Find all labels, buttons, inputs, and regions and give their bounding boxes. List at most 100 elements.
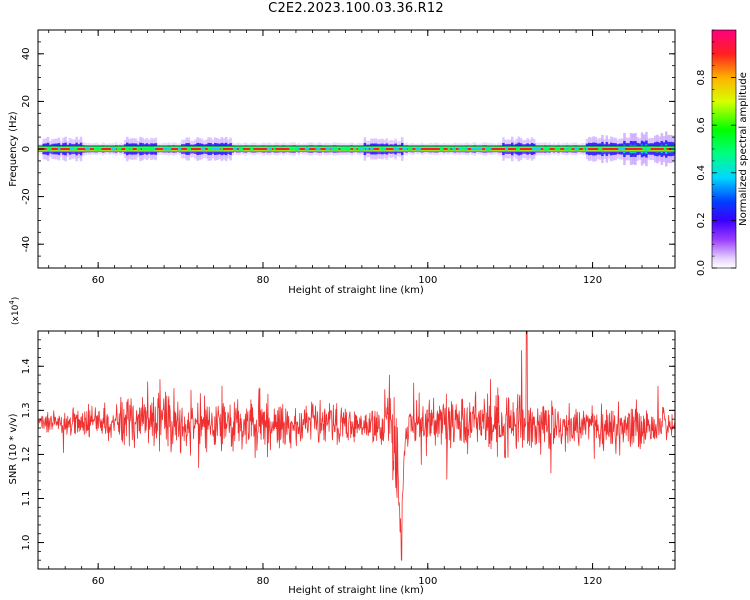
snr-x-tick-label: 120 (583, 576, 602, 587)
snr-panel: 60 80 100 120 1.0 1.1 1.2 1.3 1.4 Height of str… (8, 297, 676, 596)
snr-y-tick-label: 1.4 (21, 358, 32, 374)
heatmap-core-speck (73, 147, 78, 151)
heatmap-core-speck (447, 147, 451, 151)
heatmap-core-speck (57, 147, 61, 151)
heatmap-core-speck (647, 147, 651, 151)
heatmap-core-red (38, 148, 675, 150)
heatmap-core-speck (289, 147, 295, 151)
heatmap-core-speck (46, 147, 52, 151)
spectrogram-y-tick-label: -20 (21, 188, 32, 204)
heatmap-core-speck (220, 147, 223, 151)
heatmap-core-speck (458, 147, 463, 151)
heatmap-core-speck (564, 147, 567, 151)
heatmap-core-speck (461, 147, 467, 151)
heatmap-core-speck (618, 147, 622, 151)
heatmap-core-speck (475, 147, 480, 151)
heatmap-core-speck (207, 147, 212, 151)
heatmap-core-speck (381, 147, 386, 151)
colorbar-ticks: 0.0 0.2 0.4 0.6 0.8 (696, 29, 736, 276)
snr-x-tick-label: 100 (418, 576, 437, 587)
heatmap-core-speck (266, 147, 272, 151)
spectrogram-y-tick-label: 40 (21, 47, 32, 60)
spectrogram-y-label: Frequency (Hz) (8, 111, 19, 187)
snr-series-line (38, 331, 675, 561)
heatmap-core-speck (370, 147, 374, 151)
heatmap-core-speck (200, 147, 206, 151)
heatmap-core-speck (621, 147, 625, 151)
heatmap-core-speck (642, 147, 646, 151)
colorbar-tick-label: 0.4 (696, 165, 707, 181)
heatmap-core-speck (598, 147, 603, 151)
heatmap-core-speck (505, 147, 508, 151)
heatmap-core-speck (250, 147, 254, 151)
heatmap-core-speck (125, 147, 130, 151)
heatmap-core-speck (484, 147, 488, 151)
snr-frame (37, 330, 676, 570)
heatmap-core-speck (145, 147, 150, 151)
heatmap-core-speck (111, 147, 117, 151)
heatmap-core-speck (464, 147, 468, 151)
heatmap-core-speck (663, 147, 667, 151)
snr-x-label: Height of straight line (km) (288, 585, 424, 596)
heatmap-core-speck (379, 147, 383, 151)
heatmap-core-speck (178, 147, 182, 151)
heatmap-core-speck (141, 147, 146, 151)
heatmap-core-speck (211, 147, 216, 151)
heatmap-core-speck (353, 147, 357, 151)
heatmap-core-speck (452, 147, 455, 151)
heatmap-core-speck (556, 147, 561, 151)
heatmap-core-speck (471, 147, 477, 151)
heatmap-core-speck (93, 147, 98, 151)
colorbar-tick-label: 0.8 (696, 70, 707, 86)
heatmap-core-speck (574, 147, 579, 151)
heatmap-core-speck (407, 147, 412, 151)
heatmap-core-speck (116, 147, 122, 151)
heatmap-core-speck (315, 147, 321, 151)
snr-x-tick-label: 80 (257, 576, 270, 587)
snr-plot-area (38, 331, 675, 569)
heatmap-core-speck (531, 147, 537, 151)
heatmap-core-speck (150, 147, 155, 151)
heatmap-core-speck (331, 147, 336, 151)
heatmap-core-speck (536, 147, 541, 151)
heatmap-core-speck (186, 147, 191, 151)
spectrogram-panel: 60 80 100 120 -40 -20 0 20 40 Height of straigh… (8, 29, 676, 296)
heatmap-core-speck (163, 147, 166, 151)
snr-y-tick-label: 1.3 (21, 402, 32, 418)
heatmap-core-speck (393, 147, 398, 151)
heatmap-core-speck (167, 147, 171, 151)
spectrogram-x-tick-label: 100 (418, 275, 437, 286)
spectrogram-y-axis: -40 -20 0 20 40 (21, 29, 675, 269)
figure-title: C2E2.2023.100.03.36.R12 (268, 1, 444, 16)
colorbar: 0.0 0.2 0.4 0.6 0.8 Normalized spectral ampl… (696, 29, 749, 276)
colorbar-gradient (712, 30, 736, 268)
heatmap-core-speck (69, 147, 75, 151)
snr-y-unit-label: (x104) (8, 297, 21, 325)
heatmap-core-speck (485, 147, 490, 151)
heatmap-core-speck (273, 147, 276, 151)
colorbar-tick-label: 0.2 (696, 212, 707, 228)
snr-y-tick-label: 1.1 (21, 491, 32, 507)
snr-x-axis: 60 80 100 120 (48, 331, 676, 587)
heatmap-core-speck (544, 147, 549, 151)
heatmap-core-speck (325, 147, 331, 151)
heatmap-core-speck (97, 147, 102, 151)
spectrogram-heatmap (38, 131, 675, 167)
colorbar-label: Normalized spectral amplitude (738, 72, 749, 226)
heatmap-core-speck (365, 147, 369, 151)
heatmap-core-speck (136, 147, 141, 151)
heatmap-core-speck (479, 147, 483, 151)
heatmap-core-speck (345, 147, 351, 151)
heatmap-core-speck (215, 147, 221, 151)
heatmap-core-speck (232, 147, 237, 151)
heatmap-core-speck (304, 147, 309, 151)
spectrogram-x-tick-label: 120 (583, 275, 602, 286)
heatmap-core-speck (333, 147, 339, 151)
heatmap-core-speck (359, 147, 365, 151)
colorbar-tick-label: 0.6 (696, 117, 707, 133)
spectrogram-x-axis: 60 80 100 120 (48, 30, 676, 286)
heatmap-core-speck (85, 147, 91, 151)
spectrogram-y-tick-label: -40 (21, 236, 32, 252)
spectrogram-x-tick-label: 60 (92, 275, 105, 286)
spectrogram-x-label: Height of straight line (km) (288, 285, 424, 296)
